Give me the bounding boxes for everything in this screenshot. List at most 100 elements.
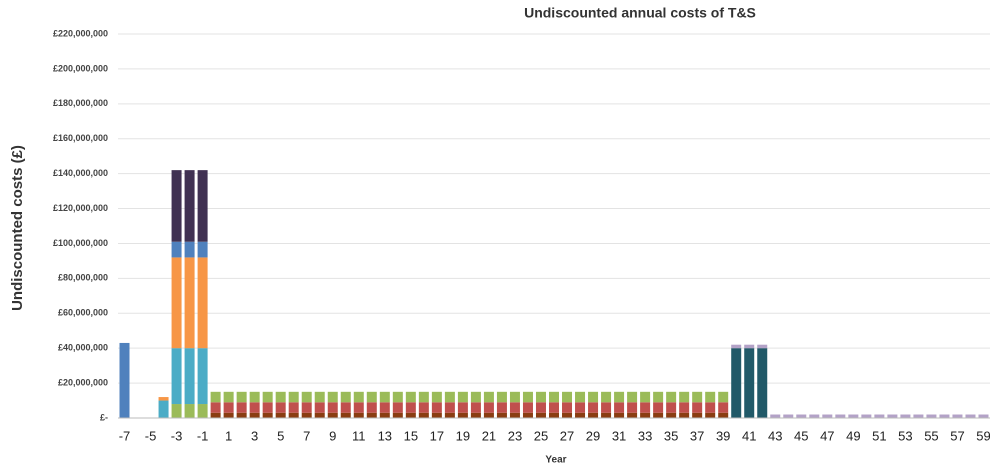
y-tick-label: £160,000,000 [53,133,108,143]
bar-segment [705,412,716,418]
bar-segment [718,412,729,418]
bar-segment [353,402,364,413]
bar-segment [171,170,182,242]
bar-segment [444,391,455,403]
bar-segment [965,414,976,418]
bar-segment [171,241,182,258]
bar-segment [483,391,494,403]
bar-segment [340,402,351,413]
x-tick-label: 41 [742,428,756,443]
bar-segment [575,412,586,418]
y-tick-label: £- [100,412,108,422]
bar-segment [418,402,429,413]
bar-segment [171,404,182,418]
bar-segment [926,414,937,418]
bar-segment [223,412,234,418]
bar-segment [718,402,729,413]
y-tick-label: £20,000,000 [58,377,108,387]
bar-segment [366,402,377,413]
x-tick-label: -1 [197,428,209,443]
bar-segment [640,391,651,403]
bar-segment [718,391,729,403]
bar-segment [301,391,312,403]
bar-segment [431,412,442,418]
bar-segment [353,391,364,403]
bar-segment [913,414,924,418]
bar-segment [275,412,286,418]
bar-segment [640,412,651,418]
bar-segment [522,391,533,403]
bar-segment [575,391,586,403]
bar-segment [379,391,390,403]
bar-segment [653,391,664,403]
bar-segment [744,348,755,418]
bar-segment [327,391,338,403]
bar-segment [614,402,625,413]
bar-segment [470,391,481,403]
bar-segment [522,412,533,418]
x-tick-label: -3 [171,428,183,443]
bar-segment [627,412,638,418]
y-tick-label: £140,000,000 [53,168,108,178]
bar-segment [653,412,664,418]
bar-segment [848,414,859,418]
x-tick-label: 15 [404,428,418,443]
bar-segment [197,170,208,242]
x-tick-label: 13 [378,428,392,443]
bar-segment [562,412,573,418]
bar-segment [679,412,690,418]
x-tick-label: 43 [768,428,782,443]
bar-segment [601,402,612,413]
bar-segment [549,402,559,413]
bar-segment [223,402,234,413]
bar-segment [210,391,221,403]
bar-segment [939,414,950,418]
bar-segment [601,412,612,418]
bar-segment [379,402,390,413]
bar-segment [522,402,533,413]
x-tick-label: 17 [430,428,444,443]
bar-segment [288,391,299,403]
bar-segment [158,397,169,401]
bar-segment [535,412,546,418]
x-tick-label: 25 [534,428,548,443]
bar-segment [614,412,625,418]
x-tick-label: 53 [898,428,912,443]
y-tick-label: £100,000,000 [53,238,108,248]
bar-segment [418,412,429,418]
bar-segment [405,412,416,418]
x-tick-label: 39 [716,428,730,443]
bar-segment [275,391,286,403]
x-tick-label: 7 [303,428,310,443]
bar-segment [301,412,312,418]
bar-segment [392,402,403,413]
bar-segment [835,414,846,418]
bar-segment [483,402,494,413]
bar-segment [666,391,677,403]
x-tick-label: -7 [119,428,131,443]
bar-segment [692,391,703,403]
bar-segment [340,412,351,418]
bar-segment [405,402,416,413]
bar-segment [340,391,351,403]
bar-segment [327,412,338,418]
y-tick-label: £80,000,000 [58,273,108,283]
bar-segment [392,412,403,418]
x-tick-label: 3 [251,428,258,443]
bar-segment [692,402,703,413]
bar-segment [757,344,768,349]
bar-segment [653,402,664,413]
y-tick-label: £40,000,000 [58,343,108,353]
bar-segment [509,412,520,418]
bar-segment [666,402,677,413]
bar-segment [679,402,690,413]
bar-segment [197,257,208,349]
bar-segment [353,412,364,418]
bar-segment [535,391,546,403]
bar-segment [418,391,429,403]
y-tick-label: £120,000,000 [53,203,108,213]
x-tick-label: 21 [482,428,496,443]
x-tick-label: 33 [638,428,652,443]
bar-segment [184,170,195,242]
